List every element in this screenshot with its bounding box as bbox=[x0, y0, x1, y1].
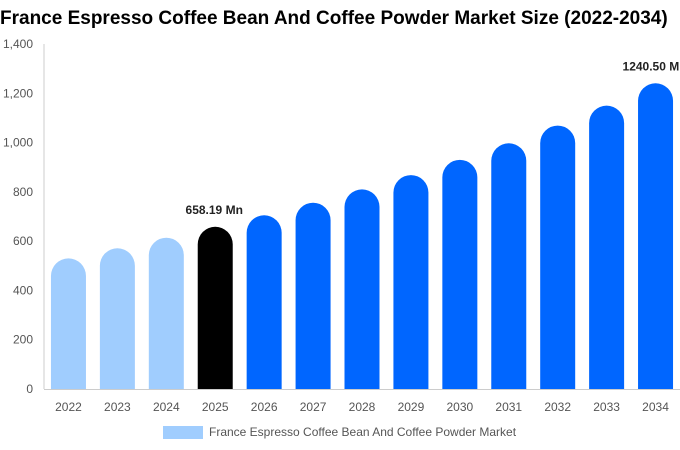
x-tick-label: 2033 bbox=[593, 400, 620, 414]
x-tick-label: 2031 bbox=[495, 400, 522, 414]
data-label-2025: 658.19 Mn bbox=[186, 203, 243, 217]
bar-2028 bbox=[344, 189, 380, 389]
bar-2024 bbox=[148, 237, 184, 389]
y-tick-label: 400 bbox=[13, 283, 33, 297]
bar-2029 bbox=[393, 175, 429, 389]
legend: France Espresso Coffee Bean And Coffee P… bbox=[163, 425, 516, 439]
y-tick-label: 0 bbox=[26, 382, 33, 396]
x-tick-label: 2026 bbox=[251, 400, 278, 414]
y-tick-label: 1,000 bbox=[3, 136, 33, 150]
y-axis: 0 200 400 600 800 1,000 1,200 1,400 bbox=[3, 37, 45, 396]
bar-2023 bbox=[99, 248, 135, 389]
bar-2025 bbox=[197, 226, 233, 389]
bar-2032 bbox=[540, 125, 576, 389]
x-tick-label: 2028 bbox=[349, 400, 376, 414]
x-tick-label: 2032 bbox=[544, 400, 571, 414]
legend-swatch bbox=[163, 425, 203, 439]
bar-2030 bbox=[442, 159, 478, 389]
y-tick-label: 1,400 bbox=[3, 37, 33, 51]
bar-2034 bbox=[638, 83, 674, 389]
chart-title: France Espresso Coffee Bean And Coffee P… bbox=[0, 8, 668, 29]
x-tick-label: 2034 bbox=[642, 400, 669, 414]
x-tick-label: 2030 bbox=[446, 400, 473, 414]
legend-label: France Espresso Coffee Bean And Coffee P… bbox=[209, 425, 517, 439]
x-tick-label: 2029 bbox=[398, 400, 425, 414]
bar-2026 bbox=[246, 215, 282, 389]
x-tick-label: 2027 bbox=[300, 400, 327, 414]
bar-2031 bbox=[491, 143, 527, 389]
x-tick-label: 2025 bbox=[202, 400, 229, 414]
y-tick-label: 800 bbox=[13, 185, 33, 199]
y-tick-label: 200 bbox=[13, 333, 33, 347]
y-tick-label: 600 bbox=[13, 234, 33, 248]
bar-2033 bbox=[589, 105, 625, 389]
bar-2022 bbox=[50, 258, 86, 389]
bar-2027 bbox=[295, 202, 331, 389]
data-label-2034: 1240.50 Mn bbox=[623, 59, 680, 73]
x-tick-label: 2023 bbox=[104, 400, 131, 414]
annotations: 658.19 Mn 1240.50 Mn bbox=[186, 59, 680, 216]
bars bbox=[50, 83, 674, 389]
x-axis: 2022 2023 2024 2025 2026 2027 2028 2029 2030 2031… bbox=[44, 389, 680, 414]
y-tick-label: 1,200 bbox=[3, 86, 33, 100]
x-tick-label: 2024 bbox=[153, 400, 180, 414]
x-tick-label: 2022 bbox=[55, 400, 82, 414]
